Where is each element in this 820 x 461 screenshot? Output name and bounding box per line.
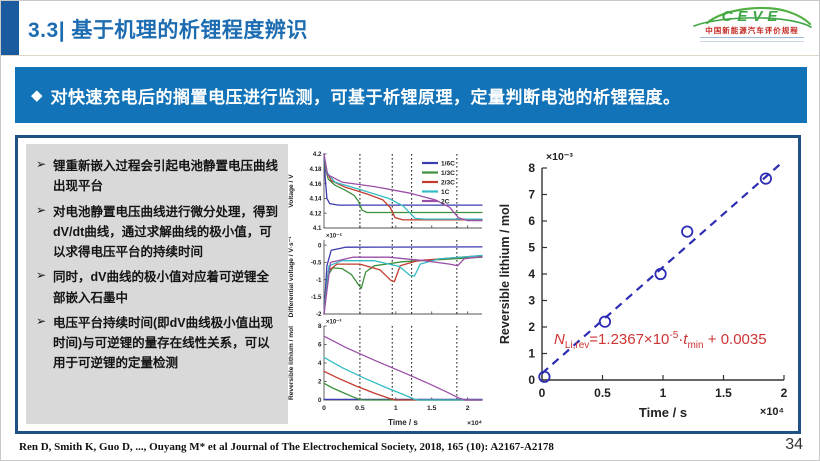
svg-text:2: 2 <box>466 405 470 412</box>
svg-text:0: 0 <box>322 405 326 412</box>
svg-text:4.12: 4.12 <box>309 210 322 217</box>
svg-text:0.5: 0.5 <box>355 405 365 412</box>
svg-text:0: 0 <box>318 397 322 404</box>
logo-tagline-line <box>700 37 804 42</box>
svg-text:0: 0 <box>539 386 546 400</box>
fit-equation: NLi,rev=1.2367×10-5·tmin + 0.0035 <box>554 330 767 351</box>
bullet-text: 同时，dV曲线的极小值对应着可逆锂全部嵌入石墨中 <box>53 270 269 305</box>
svg-text:×10⁴: ×10⁴ <box>467 420 482 427</box>
slide-header: 3.3| 基于机理的析锂程度辨识 CEVE 中国新能源汽车评价规程 <box>1 1 819 56</box>
svg-text:1: 1 <box>394 405 398 412</box>
svg-text:5: 5 <box>528 241 535 255</box>
bullet-item: ➢ 电压平台持续时间(即dV曲线极小值出现时间)与可逆锂的量存在线性关系，可以用… <box>36 313 280 374</box>
svg-text:4.1: 4.1 <box>313 225 322 232</box>
citation: Ren D, Smith K, Guo D, ..., Ouyang M* et… <box>19 441 554 453</box>
svg-text:0: 0 <box>318 242 322 249</box>
svg-text:2C: 2C <box>441 199 450 206</box>
svg-text:1.5: 1.5 <box>427 405 437 412</box>
page-title: 3.3| 基于机理的析锂程度辨识 <box>28 19 308 42</box>
arrow-bullet-icon: ➢ <box>36 157 47 171</box>
equation-subscript: Li,rev <box>564 340 590 351</box>
svg-text:1.5: 1.5 <box>715 386 732 400</box>
svg-text:2: 2 <box>781 386 788 400</box>
svg-text:Time / s: Time / s <box>639 405 687 420</box>
svg-text:Voltage / V: Voltage / V <box>288 174 295 208</box>
logo-text: CEVE <box>721 8 783 25</box>
svg-text:8: 8 <box>318 323 322 330</box>
equation-exponent: -5 <box>669 330 679 341</box>
svg-text:×10⁻³: ×10⁻³ <box>546 151 573 163</box>
svg-text:4.16: 4.16 <box>309 181 322 188</box>
svg-text:×10⁴: ×10⁴ <box>760 406 784 418</box>
svg-text:Differential voltage / V·s⁻¹: Differential voltage / V·s⁻¹ <box>288 237 295 318</box>
equation-dot: · <box>678 331 684 348</box>
arrow-bullet-icon: ➢ <box>36 313 47 328</box>
svg-text:2: 2 <box>528 320 535 334</box>
rest-voltage-chart: 4.1 4.12 4.14 4.16 4.18 4.2 Voltage / V -2 -1.5 -… <box>284 142 490 434</box>
page-number: 34 <box>785 436 803 453</box>
equation-t: t <box>683 331 688 348</box>
svg-text:4.2: 4.2 <box>313 151 322 158</box>
svg-text:6: 6 <box>318 342 322 349</box>
bullet-text: 对电池静置电压曲线进行微分处理，得到dV/dt曲线，通过求解曲线的极小值，可以求… <box>53 204 279 260</box>
svg-text:4.14: 4.14 <box>309 196 322 203</box>
svg-text:4: 4 <box>528 267 535 281</box>
car-swoosh-icon <box>693 6 812 28</box>
logo-subtitle: 中国新能源汽车评价规程 <box>705 26 799 35</box>
svg-text:7: 7 <box>528 188 535 202</box>
svg-text:×10⁻⁵: ×10⁻⁵ <box>326 234 342 240</box>
svg-text:1/6C: 1/6C <box>441 161 455 168</box>
svg-text:1: 1 <box>660 386 667 400</box>
equation-body: =1.2367×10 <box>589 331 670 348</box>
bullet-list: ➢ 锂重新嵌入过程会引起电池静置电压曲线出现平台 ➢ 对电池静置电压曲线进行微分… <box>36 156 280 374</box>
bullet-panel: ➢ 锂重新嵌入过程会引起电池静置电压曲线出现平台 ➢ 对电池静置电压曲线进行微分… <box>26 144 288 424</box>
bullet-item: ➢ 对电池静置电压曲线进行微分处理，得到dV/dt曲线，通过求解曲线的极小值，可… <box>36 202 280 263</box>
banner-text: 对快速充电后的搁置电压进行监测，可基于析锂原理，定量判断电池的析锂程度。 <box>50 87 681 107</box>
svg-text:Time / s: Time / s <box>388 418 418 427</box>
equation-t-subscript: min <box>687 340 704 351</box>
bullet-text: 电压平台持续时间(即dV曲线极小值出现时间)与可逆锂的量存在线性关系，可以用于可… <box>53 315 274 371</box>
svg-text:2/3C: 2/3C <box>441 180 455 187</box>
bullet-item: ➢ 锂重新嵌入过程会引起电池静置电压曲线出现平台 <box>36 156 280 197</box>
bullet-item: ➢ 同时，dV曲线的极小值对应着可逆锂全部嵌入石墨中 <box>36 267 280 308</box>
svg-text:-1: -1 <box>316 277 322 284</box>
svg-text:0: 0 <box>528 373 535 387</box>
arrow-bullet-icon: ➢ <box>36 268 47 283</box>
svg-text:4: 4 <box>318 360 322 367</box>
svg-text:1/3C: 1/3C <box>441 170 455 177</box>
svg-text:Reversible lithium / mol: Reversible lithium / mol <box>288 326 295 400</box>
svg-text:-0.5: -0.5 <box>311 260 322 267</box>
reversible-lithium-chart: 0 1 2 3 4 5 6 7 8 0 0.5 1 1.5 2 ×10⁻³ Reversible lithiu… <box>496 144 796 426</box>
svg-text:3: 3 <box>528 294 535 308</box>
svg-text:×10⁻³: ×10⁻³ <box>326 319 341 326</box>
equation-tail: + 0.0035 <box>703 331 767 348</box>
svg-text:0.5: 0.5 <box>594 386 611 400</box>
ceve-logo: CEVE 中国新能源汽车评价规程 <box>691 3 813 42</box>
key-point-banner: ◆ 对快速充电后的搁置电压进行监测，可基于析锂原理，定量判断电池的析锂程度。 <box>15 67 807 123</box>
svg-text:4.18: 4.18 <box>309 166 322 173</box>
content-box: ➢ 锂重新嵌入过程会引起电池静置电压曲线出现平台 ➢ 对电池静置电压曲线进行微分… <box>15 135 801 434</box>
svg-text:-1.5: -1.5 <box>311 294 322 301</box>
svg-text:8: 8 <box>528 161 535 175</box>
svg-text:1: 1 <box>528 347 535 361</box>
svg-text:6: 6 <box>528 214 535 228</box>
equation-symbol: N <box>554 331 565 348</box>
header-accent-bar <box>1 1 19 55</box>
arrow-bullet-icon: ➢ <box>36 202 47 217</box>
diamond-bullet-icon: ◆ <box>31 87 43 104</box>
svg-text:Reversible lithium / mol: Reversible lithium / mol <box>498 204 512 344</box>
bullet-text: 锂重新嵌入过程会引起电池静置电压曲线出现平台 <box>53 159 279 194</box>
svg-text:-2: -2 <box>316 311 322 318</box>
svg-text:1C: 1C <box>441 189 450 196</box>
svg-text:2: 2 <box>318 379 322 386</box>
